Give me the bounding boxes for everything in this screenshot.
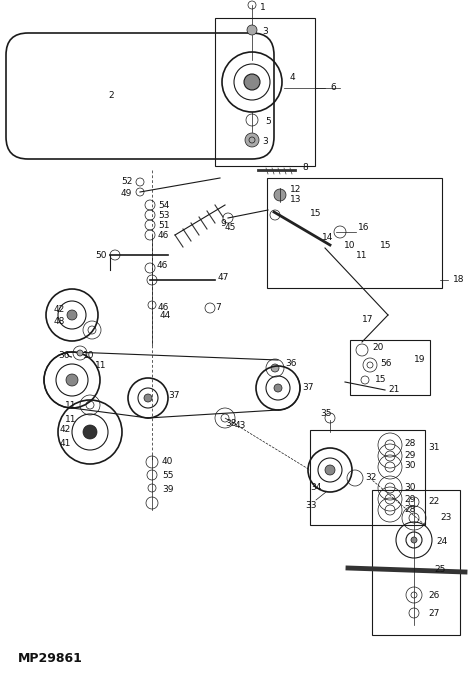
Text: 39: 39 (162, 486, 173, 495)
Text: 52: 52 (121, 177, 132, 186)
Text: MP29861: MP29861 (18, 651, 83, 664)
Text: 32: 32 (365, 473, 376, 482)
Circle shape (271, 364, 279, 372)
Text: 30: 30 (404, 484, 416, 493)
Text: 29: 29 (404, 495, 415, 504)
Text: 46: 46 (157, 260, 168, 269)
Text: 17: 17 (362, 315, 374, 324)
Bar (310, 430, 425, 525)
Text: 33: 33 (305, 501, 317, 510)
Text: 44: 44 (160, 311, 171, 319)
Text: 5: 5 (265, 117, 271, 126)
Text: 47: 47 (218, 273, 229, 282)
Text: 48: 48 (54, 317, 65, 326)
Text: 2: 2 (108, 91, 114, 100)
Text: 45: 45 (225, 223, 237, 232)
Text: 43: 43 (235, 420, 246, 429)
Bar (267, 178, 442, 288)
Text: 50: 50 (95, 251, 107, 260)
Text: 37: 37 (302, 383, 313, 392)
Text: 21: 21 (388, 385, 400, 394)
Text: 12: 12 (290, 185, 301, 194)
Text: 9: 9 (220, 220, 226, 229)
Text: 20: 20 (372, 344, 383, 352)
Text: 11: 11 (356, 251, 367, 260)
Text: 41: 41 (60, 440, 72, 449)
Text: 10: 10 (83, 350, 94, 359)
Circle shape (67, 310, 77, 320)
Text: 15: 15 (375, 376, 386, 385)
Text: 14: 14 (322, 234, 333, 243)
Text: 11: 11 (95, 361, 107, 370)
Text: 13: 13 (290, 196, 301, 205)
Text: 8: 8 (302, 164, 308, 172)
Circle shape (244, 74, 260, 90)
Text: 37: 37 (168, 392, 180, 401)
Text: 54: 54 (158, 201, 169, 210)
Circle shape (411, 537, 417, 543)
Text: 3: 3 (262, 27, 268, 36)
Circle shape (77, 350, 83, 356)
Text: 49: 49 (121, 188, 132, 197)
Text: 10: 10 (344, 242, 356, 251)
Bar (350, 340, 430, 395)
Bar (215, 18, 315, 166)
Text: 40: 40 (162, 458, 173, 466)
Text: 26: 26 (428, 592, 439, 600)
Text: 15: 15 (380, 240, 392, 249)
Text: 42: 42 (60, 425, 71, 434)
Text: 30: 30 (404, 462, 416, 471)
Text: 46: 46 (158, 232, 169, 240)
Text: 24: 24 (436, 537, 447, 546)
Bar (372, 490, 460, 635)
Circle shape (66, 374, 78, 386)
Text: 31: 31 (428, 444, 439, 453)
Text: 36: 36 (285, 359, 297, 368)
Text: 28: 28 (404, 506, 415, 515)
Text: 51: 51 (158, 221, 170, 229)
Text: 35: 35 (320, 409, 331, 418)
Text: 25: 25 (434, 565, 446, 574)
Circle shape (83, 425, 97, 439)
Text: 6: 6 (330, 84, 336, 93)
Text: 19: 19 (414, 355, 426, 365)
Circle shape (247, 25, 257, 35)
Text: 29: 29 (404, 451, 415, 460)
Text: 16: 16 (358, 223, 370, 232)
Text: 3: 3 (262, 137, 268, 146)
Text: 11: 11 (65, 401, 76, 411)
Text: 38: 38 (225, 418, 237, 427)
Circle shape (144, 394, 152, 402)
Circle shape (245, 133, 259, 147)
Text: 23: 23 (440, 513, 451, 523)
Text: 34: 34 (310, 484, 321, 493)
Text: 22: 22 (428, 497, 439, 506)
Text: 27: 27 (428, 609, 439, 618)
Text: 36: 36 (58, 350, 70, 359)
Text: 4: 4 (290, 74, 296, 82)
Text: 7: 7 (215, 304, 221, 313)
Text: 1: 1 (260, 3, 266, 12)
Text: 28: 28 (404, 440, 415, 449)
Circle shape (274, 384, 282, 392)
Text: 53: 53 (158, 210, 170, 220)
Text: 46: 46 (158, 302, 169, 311)
Circle shape (325, 465, 335, 475)
Text: 56: 56 (380, 359, 392, 368)
Text: 42: 42 (54, 306, 65, 315)
Text: 18: 18 (453, 275, 465, 284)
Text: 15: 15 (310, 210, 321, 218)
Text: 11: 11 (65, 416, 76, 425)
FancyArrowPatch shape (351, 568, 357, 572)
Circle shape (274, 189, 286, 201)
Text: 55: 55 (162, 471, 173, 480)
